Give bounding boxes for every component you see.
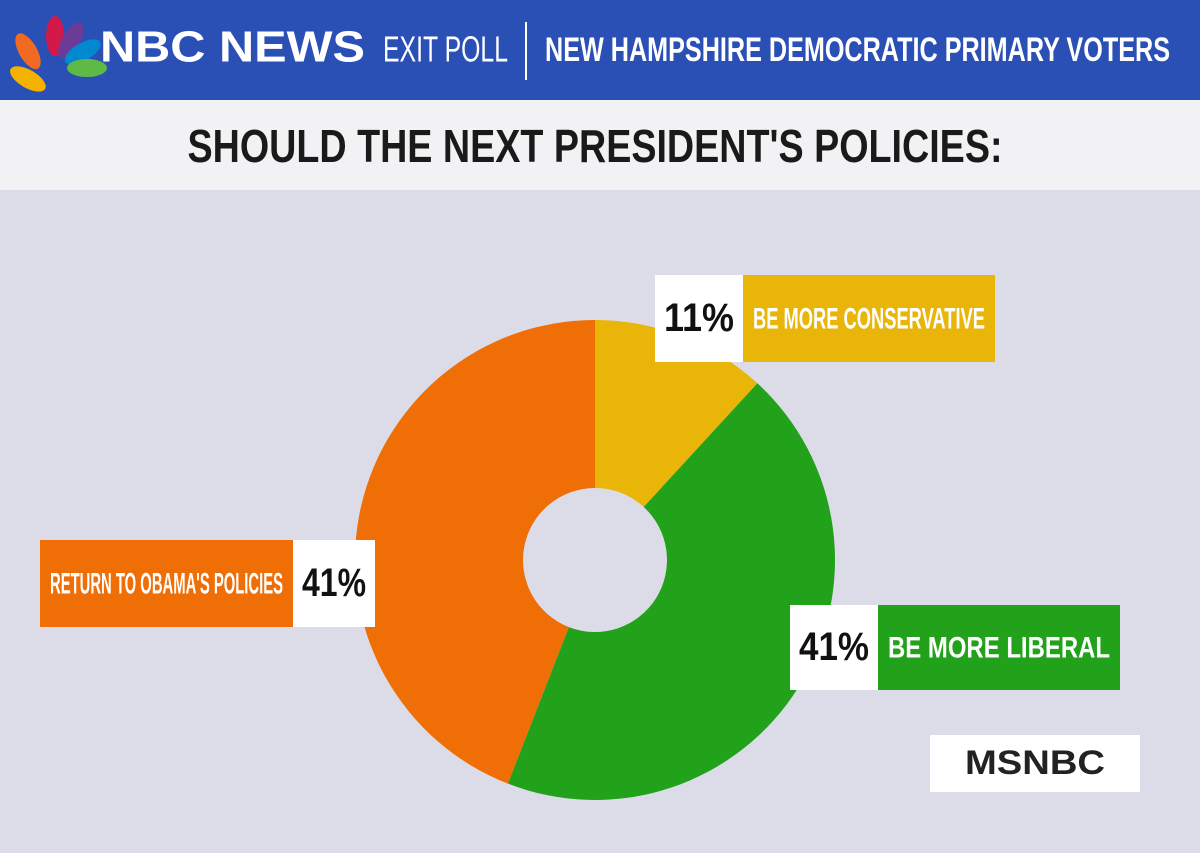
value-box (293, 540, 375, 627)
category-label: RETURN TO OBAMA'S POLICIES (50, 567, 283, 600)
brand: NBC NEWS (100, 23, 365, 72)
footer-logo: MSNBC (965, 744, 1105, 782)
logo-box (930, 735, 1140, 792)
slice (507, 383, 835, 800)
category-box (40, 540, 293, 627)
header-bar (0, 0, 1200, 100)
value-label: 11% (664, 296, 734, 340)
value-box (790, 605, 878, 690)
category-box (878, 605, 1120, 690)
chart-title: SHOULD THE NEXT PRESIDENT'S POLICIES: (188, 120, 1003, 172)
slice (595, 320, 758, 507)
category-label: BE MORE CONSERVATIVE (753, 302, 985, 335)
category-box (743, 275, 995, 362)
value-box (655, 275, 743, 362)
slice (355, 320, 595, 784)
value-label: 41% (302, 561, 366, 605)
category-label: BE MORE LIBERAL (888, 631, 1110, 664)
peacock-logo (10, 16, 107, 92)
subtitle: NEW HAMPSHIRE DEMOCRATIC PRIMARY VOTERS (545, 31, 1170, 69)
value-label: 41% (799, 625, 869, 669)
section: EXIT POLL (383, 29, 508, 70)
title-bar (0, 100, 1200, 190)
